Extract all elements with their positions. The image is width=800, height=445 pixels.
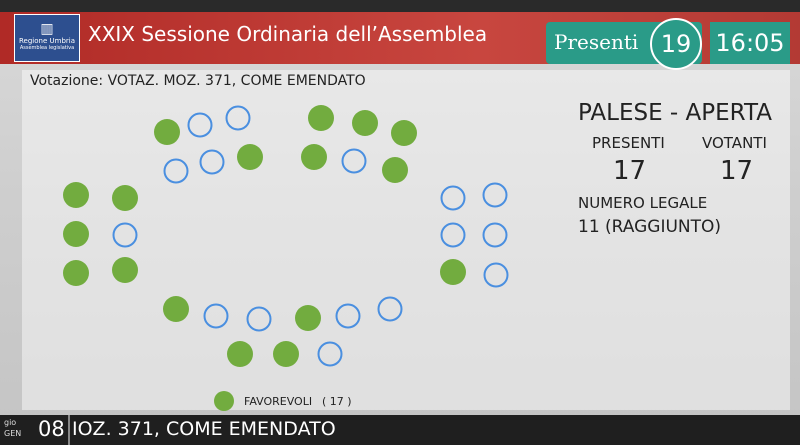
legend-label: FAVOREVOLI xyxy=(244,395,313,408)
seat-favorevole xyxy=(440,259,466,285)
legal-label: NUMERO LEGALE xyxy=(578,194,708,212)
logo: ▥ Regione Umbria Assemblea legislativa xyxy=(14,14,80,62)
seat-favorevole xyxy=(227,341,253,367)
seat-favorevole xyxy=(352,110,378,136)
ticker-divider xyxy=(68,415,70,445)
seat-empty xyxy=(246,306,272,332)
presenti-count: 19 xyxy=(650,18,702,70)
seat-favorevole xyxy=(112,185,138,211)
seat-favorevole xyxy=(301,144,327,170)
seat-favorevole xyxy=(63,260,89,286)
votanti-header: VOTANTI xyxy=(702,134,767,152)
seat-favorevole xyxy=(237,144,263,170)
seat-empty xyxy=(341,148,367,174)
seat-empty xyxy=(225,105,251,131)
logo-text: Regione Umbria xyxy=(19,37,75,45)
seat-empty xyxy=(483,262,509,288)
seat-favorevole xyxy=(63,182,89,208)
ticker-text: IOZ. 371, COME EMENDATO xyxy=(72,418,336,440)
vote-mode: PALESE - APERTA xyxy=(578,100,772,126)
seat-favorevole xyxy=(295,305,321,331)
seat-empty xyxy=(482,182,508,208)
presenti-value: 17 xyxy=(613,156,647,186)
seat-empty xyxy=(440,222,466,248)
ticker-bar xyxy=(0,415,800,445)
logo-subtext: Assemblea legislativa xyxy=(19,45,75,51)
legal-value: 11 (RAGGIUNTO) xyxy=(578,217,722,237)
seat-empty xyxy=(187,112,213,138)
seat-empty xyxy=(199,149,225,175)
seat-empty xyxy=(112,222,138,248)
logo-icon: ▥ xyxy=(40,21,54,37)
seat-favorevole xyxy=(391,120,417,146)
seat-favorevole xyxy=(382,157,408,183)
vote-subject: Votazione: VOTAZ. MOZ. 371, COME EMENDAT… xyxy=(30,73,366,89)
legend-count: ( 17 ) xyxy=(322,395,352,408)
seat-favorevole xyxy=(308,105,334,131)
seat-favorevole xyxy=(154,119,180,145)
seat-favorevole xyxy=(112,257,138,283)
seat-empty xyxy=(335,303,361,329)
seat-empty xyxy=(482,222,508,248)
top-strip xyxy=(0,0,800,12)
seat-empty xyxy=(377,296,403,322)
seat-empty xyxy=(203,303,229,329)
title: XXIX Sessione Ordinaria dell’Assemblea xyxy=(88,22,488,46)
seat-favorevole xyxy=(163,296,189,322)
ticker-month: GEN xyxy=(4,429,22,438)
ticker-date: 08 xyxy=(38,417,65,441)
seat-empty xyxy=(317,341,343,367)
seat-empty xyxy=(163,158,189,184)
legend-swatch xyxy=(214,391,234,411)
ticker-day: gio xyxy=(4,418,17,427)
presenti-label: Presenti xyxy=(554,30,639,54)
votanti-value: 17 xyxy=(720,156,754,186)
seat-favorevole xyxy=(63,221,89,247)
seat-favorevole xyxy=(273,341,299,367)
clock: 16:05 xyxy=(710,22,790,64)
presenti-header: PRESENTI xyxy=(592,134,665,152)
seat-empty xyxy=(440,185,466,211)
